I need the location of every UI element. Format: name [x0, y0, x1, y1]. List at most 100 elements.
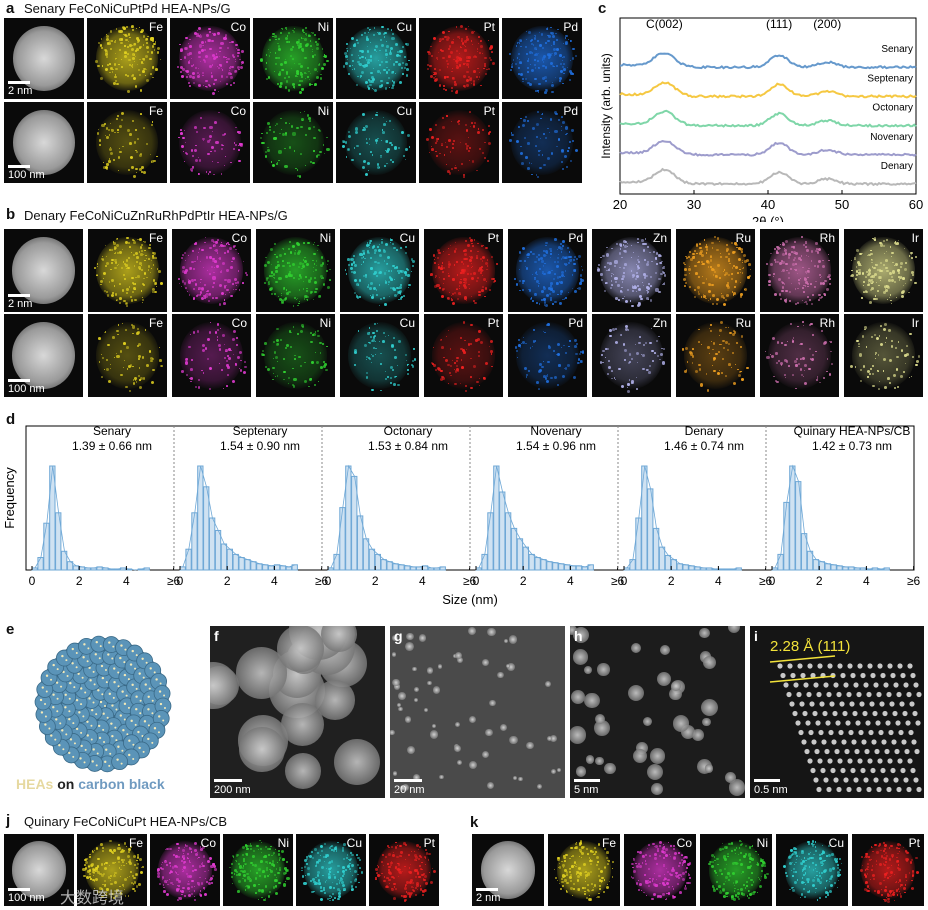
series-label: Denary: [881, 161, 913, 172]
histogram-bar: [771, 567, 778, 571]
histogram-bar: [558, 563, 565, 571]
element-label-cu: Cu: [396, 104, 412, 118]
element-label-ni: Ni: [319, 231, 331, 245]
x-tick-label: ≥6: [167, 574, 181, 588]
histogram-bar: [209, 517, 216, 571]
series-line-denary: [619, 167, 917, 187]
series-label: Novenary: [870, 132, 913, 143]
k-map-pt-0: Pt: [852, 834, 924, 906]
element-label-pt: Pt: [483, 20, 495, 34]
element-label-pt: Pt: [483, 104, 495, 118]
tem-image-f: f 200 nm: [210, 626, 385, 798]
tem-image-i: i 2.28 Å (111) 0.5 nm: [750, 626, 924, 798]
histogram-bar: [380, 559, 387, 571]
panel-label-d: d: [6, 411, 16, 428]
histogram-bar: [564, 564, 571, 571]
histogram-bar: [534, 557, 541, 571]
histogram-bar: [653, 527, 660, 571]
subplot-stat: 1.46 ± 0.74 nm: [664, 439, 744, 453]
b-map-zn-1: Zn: [592, 314, 671, 397]
x-tick-label: 2: [224, 574, 231, 588]
histogram-bar: [783, 501, 790, 571]
a-map-ni-1: Ni: [253, 102, 333, 183]
element-label-ni: Ni: [277, 836, 289, 850]
scale-bar: [8, 888, 30, 891]
b-map-fe-1: Fe: [88, 314, 167, 397]
scale-label-f: 200 nm: [214, 784, 251, 796]
histogram-bar: [244, 559, 251, 571]
j-map-co-0: Co: [150, 834, 220, 906]
histogram-bar: [398, 564, 405, 571]
histogram-bar: [830, 564, 837, 571]
element-label-pt: Pt: [487, 316, 499, 330]
j-map-cu-0: Cu: [296, 834, 366, 906]
element-label-co: Co: [231, 231, 247, 245]
histogram-bar: [623, 567, 630, 571]
x-tick-label: 4: [567, 574, 574, 588]
k-haadf-0: 2 nm: [472, 834, 544, 906]
a-map-cu-1: Cu: [336, 102, 416, 183]
histogram-bar: [818, 561, 826, 571]
element-label-ir: Ir: [911, 316, 919, 330]
histogram-bar: [629, 559, 636, 571]
x-tick-label: 0: [769, 574, 776, 588]
subplot-title: Novenary: [530, 424, 581, 438]
element-label-co: Co: [231, 316, 247, 330]
panel-label-e: e: [6, 621, 15, 638]
histogram-bar: [812, 559, 820, 571]
element-label-co: Co: [200, 836, 216, 850]
x-tick-label: ≥6: [611, 574, 625, 588]
scale-bar: [8, 379, 30, 382]
panel-b-title: Denary FeCoNiCuZnRuRhPdPtIr HEA-NPs/G: [24, 208, 288, 223]
subplot-stat: 1.54 ± 0.90 nm: [220, 439, 300, 453]
x-tick-label: 2: [816, 574, 823, 588]
j-map-ni-0: Ni: [223, 834, 293, 906]
panel-a-title: Senary FeCoNiCuPtPd HEA-NPs/G: [24, 1, 231, 16]
x-tick-label: 4: [715, 574, 722, 588]
element-label-fe: Fe: [128, 836, 143, 850]
element-label-ru: Ru: [735, 316, 751, 330]
peak-label: (111): [766, 17, 792, 31]
panel-label-h: h: [574, 628, 583, 644]
panel-label-c: c: [598, 0, 607, 17]
histogram-bar: [581, 566, 589, 571]
element-label-fe: Fe: [601, 836, 616, 850]
series-line-senary: [619, 52, 917, 70]
histogram-bar: [410, 566, 417, 571]
element-label-pt: Pt: [908, 836, 920, 850]
y-axis-label: Intensity (arb. units): [599, 53, 613, 158]
element-label-ni: Ni: [317, 104, 329, 118]
lattice-image: [769, 655, 922, 793]
x-tick-label: 0: [621, 574, 628, 588]
y-axis-label: Frequency: [2, 467, 17, 529]
scale-label: 2 nm: [8, 298, 33, 310]
histogram-bar: [220, 543, 228, 571]
histogram-bar: [528, 553, 535, 571]
element-label-pd: Pd: [563, 104, 578, 118]
x-tick-label: 2: [372, 574, 379, 588]
xrd-chart: 20 30 40 50 60 2θ (°) Intensity (arb. units) Se…: [599, 17, 923, 222]
histogram-bar: [362, 538, 370, 571]
histogram-bar: [203, 486, 210, 571]
x-tick-label: 4: [863, 574, 870, 588]
panel-label-f: f: [214, 628, 219, 644]
element-label-ru: Ru: [735, 231, 751, 245]
element-label-zn: Zn: [652, 316, 667, 330]
histogram-bar: [546, 561, 553, 571]
scale-label-i: 0.5 nm: [754, 784, 788, 796]
scale-label: 100 nm: [8, 383, 45, 395]
histogram-bar: [191, 512, 198, 571]
x-tick-label: 0: [473, 574, 480, 588]
b-map-co-1: Co: [172, 314, 251, 397]
histogram-bar: [214, 529, 222, 571]
histogram-bar: [505, 512, 512, 571]
element-label-fe: Fe: [148, 231, 163, 245]
a-haadf-0: 2 nm: [4, 18, 84, 99]
element-label-pt: Pt: [487, 231, 499, 245]
histogram-bar: [250, 561, 257, 571]
k-map-ni-0: Ni: [700, 834, 772, 906]
panel-label-k: k: [470, 814, 479, 831]
scale-bar-f: [214, 779, 242, 782]
b-map-ru-0: Ru: [676, 229, 755, 312]
subplot-title: Septenary: [233, 424, 288, 438]
